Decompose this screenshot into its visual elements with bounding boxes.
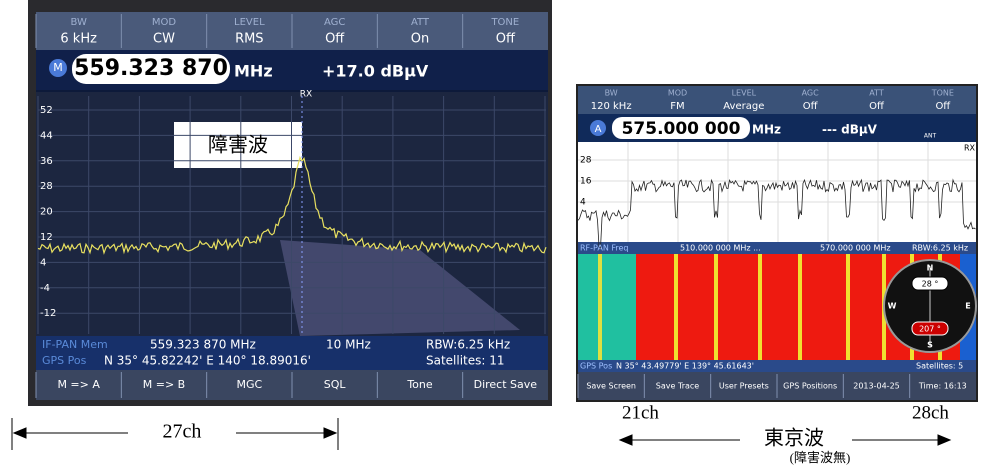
unit: MHz — [234, 62, 273, 81]
header-value: Off — [496, 32, 516, 47]
header-value: 120 kHz — [591, 101, 632, 112]
right-plot — [578, 142, 976, 242]
gps-label: GPS Pos — [42, 354, 87, 367]
y-label: 28 — [580, 156, 592, 166]
header-value: 6 kHz — [60, 32, 97, 47]
softkey[interactable]: 2013-04-25 — [853, 382, 900, 391]
header-label: ATT — [411, 17, 430, 28]
satellites: Satellites: 5 — [916, 362, 963, 371]
header-label: MOD — [152, 17, 176, 28]
level: +17.0 dBµV — [322, 62, 429, 81]
waterfall-stripe — [798, 254, 802, 360]
softkey[interactable]: M => B — [143, 378, 185, 391]
header-label: AGC — [802, 89, 820, 98]
waterfall-stripe — [714, 254, 718, 360]
y-label: 20 — [40, 207, 53, 218]
gps-position: N 35° 43.49779' E 139° 45.61643' — [616, 362, 754, 371]
caption-start: 21ch — [622, 402, 659, 423]
softkey[interactable]: Time: 16:13 — [918, 382, 967, 391]
softkey[interactable]: Save Screen — [586, 382, 636, 391]
y-label: 36 — [40, 156, 53, 167]
softkey[interactable]: M => A — [57, 378, 100, 391]
header-label: BW — [70, 17, 87, 28]
header-value: CW — [153, 32, 175, 47]
header-label: TONE — [931, 89, 954, 98]
compass-e: E — [965, 302, 970, 311]
compass-w: W — [888, 302, 897, 311]
unit: MHz — [752, 123, 781, 137]
caption-center: 東京波 — [764, 427, 824, 450]
header-label: LEVEL — [732, 89, 757, 98]
status-center: 559.323 870 MHz — [150, 338, 256, 352]
header-value: RMS — [235, 32, 264, 47]
y-label: 44 — [40, 130, 53, 141]
ant: ANT — [924, 133, 937, 140]
page: BW6 kHzMODCWLEVELRMSAGCOffATTOnTONEOffM5… — [0, 0, 992, 468]
y-label: 52 — [40, 105, 53, 116]
header-label: LEVEL — [234, 17, 265, 28]
status-start: 510.000 000 MHz ... — [680, 244, 761, 253]
marker: A — [595, 124, 602, 135]
frequency: 575.000 000 — [622, 119, 741, 139]
satellites: Satellites: 11 — [426, 354, 505, 368]
bearing: 207 ° — [919, 325, 941, 334]
compass-s: S — [927, 341, 933, 350]
header-value: Off — [935, 101, 951, 112]
waterfall-stripe — [598, 254, 602, 360]
header-label: ATT — [869, 89, 884, 98]
header-value: Off — [803, 101, 819, 112]
waterfall-stripe — [758, 254, 762, 360]
waterfall-band — [578, 254, 636, 360]
caption: 27ch — [163, 421, 202, 443]
frequency: 559.323 870 — [74, 56, 228, 81]
rx: RX — [964, 144, 976, 153]
waterfall-stripe — [674, 254, 678, 360]
y-label: -12 — [40, 308, 56, 319]
softkey[interactable]: Tone — [406, 378, 433, 391]
softkey[interactable]: GPS Positions — [783, 382, 837, 391]
softkey[interactable]: MGC — [236, 378, 262, 391]
right-header-bar — [578, 86, 976, 114]
y-label: -4 — [40, 283, 50, 294]
header-value: On — [411, 32, 429, 47]
marker: M — [53, 61, 63, 74]
softkey[interactable]: Direct Save — [474, 378, 538, 391]
status-mode: RF-PAN Freq — [580, 244, 629, 253]
y-label: 28 — [40, 181, 53, 192]
y-label: 16 — [580, 177, 592, 187]
header-label: TONE — [490, 17, 519, 28]
y-label: 4 — [40, 257, 46, 268]
header-label: MOD — [668, 89, 687, 98]
softkey[interactable]: SQL — [324, 378, 347, 391]
status-stop: 570.000 000 MHz — [820, 244, 891, 253]
level: --- dBµV — [822, 123, 878, 137]
status-rbw: RBW:6.25 kHz — [912, 244, 968, 253]
annotation: 障害波 — [208, 133, 268, 157]
header-label: AGC — [324, 17, 345, 28]
heading: 28 ° — [922, 280, 939, 289]
waterfall-stripe — [846, 254, 850, 360]
gps-label: GPS Pos — [580, 362, 612, 371]
softkey[interactable]: Save Trace — [656, 382, 699, 391]
status-span: 10 MHz — [326, 338, 371, 352]
caption-end: 28ch — [912, 402, 949, 423]
y-label: 4 — [580, 198, 586, 208]
header-value: Off — [869, 101, 885, 112]
status-mode: IF-PAN Mem — [42, 338, 108, 351]
status-rbw: RBW:6.25 kHz — [426, 338, 510, 352]
y-label: 12 — [40, 232, 53, 243]
header-value: Average — [723, 101, 764, 112]
header-value: Off — [325, 32, 345, 47]
gps-position: N 35° 45.82242' E 140° 18.89016' — [104, 354, 311, 368]
softkey[interactable]: User Presets — [719, 382, 769, 391]
compass-n: N — [927, 264, 934, 273]
header-value: FM — [670, 101, 684, 112]
header-label: BW — [605, 89, 618, 98]
caption-note: (障害波無) — [790, 450, 851, 465]
